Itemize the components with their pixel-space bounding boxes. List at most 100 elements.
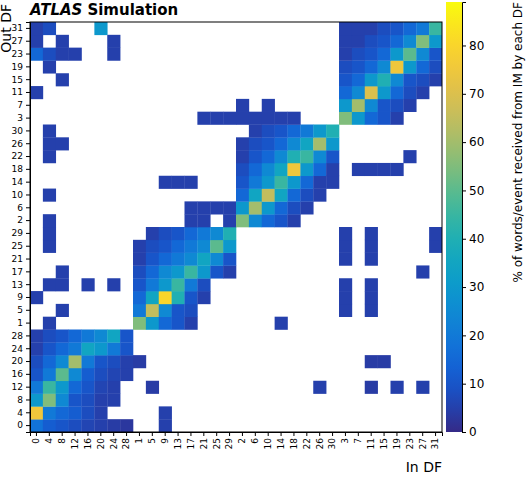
cell	[378, 355, 391, 368]
y-tick-mark	[26, 284, 30, 285]
colorbar-axis-line	[463, 3, 467, 433]
y-tick-mark	[26, 118, 30, 119]
colorbar-tick-mark	[462, 142, 466, 143]
y-tick-label: 29	[12, 228, 24, 238]
cell	[56, 330, 69, 343]
y-tick-label: 14	[12, 177, 24, 187]
cell	[352, 48, 365, 61]
cell	[120, 355, 133, 368]
cell	[339, 240, 352, 253]
y-tick-mark	[26, 105, 30, 106]
x-tick: 11	[366, 432, 376, 449]
cell	[43, 227, 56, 240]
colorbar-tick-mark	[462, 94, 466, 95]
y-tick-mark	[26, 271, 30, 272]
x-tick: 1	[134, 432, 144, 444]
cell	[56, 394, 69, 407]
x-tick: 10	[263, 432, 273, 449]
x-tick-mark	[190, 432, 191, 436]
cell	[378, 60, 391, 73]
cell	[416, 86, 429, 99]
cell	[30, 48, 43, 61]
x-tick: 0	[31, 432, 41, 444]
x-tick-label: 9	[160, 438, 170, 444]
x-tick-mark	[139, 432, 140, 436]
cell	[30, 419, 43, 432]
y-tick-label: 13	[12, 280, 23, 290]
cell	[172, 176, 185, 189]
cell	[429, 240, 442, 253]
cell	[352, 112, 365, 125]
colorbar-tick-mark	[462, 432, 466, 433]
cell	[94, 406, 107, 419]
x-tick-mark	[319, 432, 320, 436]
y-tick: 19	[12, 62, 30, 72]
y-tick-mark	[26, 143, 30, 144]
cell	[403, 150, 416, 163]
colorbar-tick: 10	[462, 377, 484, 391]
cell	[249, 125, 262, 138]
cell	[133, 278, 146, 291]
y-tick: 21	[12, 254, 30, 264]
y-tick-mark	[26, 323, 30, 324]
cell	[275, 317, 288, 330]
cell	[288, 137, 301, 150]
plot-frame	[30, 22, 442, 432]
cell	[326, 137, 339, 150]
cell	[94, 330, 107, 343]
cell	[185, 278, 198, 291]
y-tick: 3	[17, 113, 30, 123]
cell	[300, 189, 313, 202]
cell	[120, 368, 133, 381]
y-tick-mark	[26, 79, 30, 80]
y-tick-label: 25	[12, 241, 23, 251]
cell	[313, 176, 326, 189]
y-tick: 28	[12, 331, 30, 341]
y-tick-label: 3	[17, 113, 23, 123]
cell	[69, 419, 82, 432]
cell	[403, 35, 416, 48]
y-tick: 15	[12, 75, 30, 85]
y-tick: 12	[12, 382, 30, 392]
x-tick: 7	[353, 432, 363, 444]
cell	[30, 368, 43, 381]
cell	[403, 48, 416, 61]
cell	[223, 265, 236, 278]
x-tick-label: 3	[340, 438, 350, 444]
cell	[339, 304, 352, 317]
cell	[107, 381, 120, 394]
y-tick-mark	[26, 425, 30, 426]
cell	[249, 189, 262, 202]
cell	[391, 86, 404, 99]
x-tick-mark	[203, 432, 204, 436]
x-tick: 23	[405, 432, 415, 449]
cell	[300, 163, 313, 176]
cell	[352, 163, 365, 176]
cell	[365, 253, 378, 266]
x-tick: 3	[340, 432, 350, 444]
cell	[56, 137, 69, 150]
cell	[185, 253, 198, 266]
cell	[82, 278, 95, 291]
cell	[223, 240, 236, 253]
cell	[94, 394, 107, 407]
x-tick-label: 13	[173, 438, 183, 449]
cell	[236, 99, 249, 112]
cell	[30, 330, 43, 343]
x-tick-mark	[255, 432, 256, 436]
y-tick-label: 19	[12, 62, 24, 72]
y-tick: 6	[17, 203, 30, 213]
cell	[262, 99, 275, 112]
colorbar-tick-label: 0	[469, 425, 477, 439]
cell	[288, 214, 301, 227]
x-tick: 20	[96, 432, 106, 449]
cell	[43, 189, 56, 202]
colorbar-tick-mark	[462, 384, 466, 385]
x-tick-label: 19	[392, 438, 402, 450]
cell	[352, 86, 365, 99]
x-tick-mark	[409, 432, 410, 436]
y-tick: 18	[12, 164, 30, 174]
x-tick: 4	[44, 432, 54, 444]
y-tick-label: 16	[12, 369, 24, 379]
y-tick-label: 18	[12, 164, 24, 174]
